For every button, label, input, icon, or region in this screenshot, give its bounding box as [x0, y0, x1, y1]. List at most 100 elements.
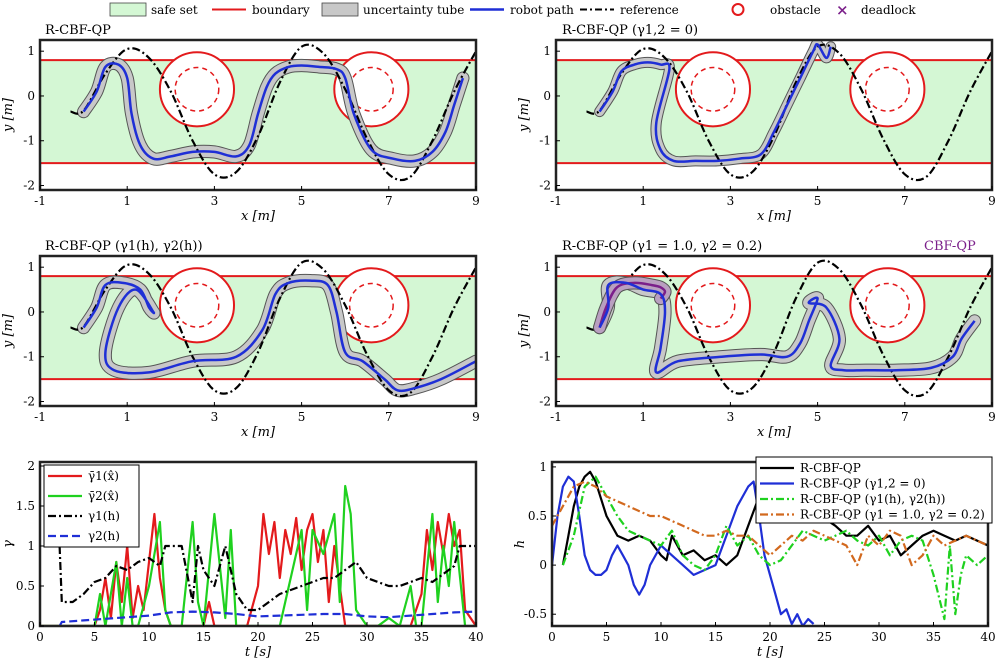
gamma-ytick-label: 1 [27, 539, 35, 553]
traj-1-obstacle-inner [174, 66, 220, 112]
h-series-1 [561, 470, 988, 567]
traj-3-ytick-label: 0 [27, 305, 35, 319]
traj-2-frame [554, 38, 994, 192]
legend-deadlock-label: deadlock [861, 3, 916, 17]
traj-2-xtick-label: 1 [639, 194, 647, 208]
gamma-ytick-label: 2 [27, 459, 35, 473]
traj-3-xtick-label: 1 [123, 410, 131, 424]
traj-3-ytick-label: -1 [23, 350, 35, 364]
traj-3-obstacle-inner [348, 282, 394, 328]
h-ytick-label: 0 [539, 558, 547, 572]
gamma-xtick-label: 20 [250, 630, 265, 644]
legend-uncertainty-tube-label: uncertainty tube [363, 3, 464, 17]
traj-3-obstacle [158, 267, 236, 344]
gamma-legend-label-2: γ̄2(x̂) [88, 489, 119, 503]
h-xtick-label: 10 [653, 630, 668, 644]
traj-2-obstacle-inner [690, 66, 736, 112]
traj-4-obstacle [674, 267, 752, 344]
h-xtick-label: 40 [980, 630, 995, 644]
traj-3-xtick-label: -1 [34, 410, 46, 424]
traj-2-xtick-label: 3 [727, 194, 735, 208]
traj-1-xtick-label: 7 [385, 194, 393, 208]
h-xtick-label: 35 [926, 630, 941, 644]
gamma-ytick-label: 0 [27, 619, 35, 633]
traj-2-ytick-label: -1 [539, 134, 551, 148]
h-xlabel: t [s] [757, 645, 784, 660]
traj-3-ytick-label: 1 [27, 260, 35, 274]
traj-4-xtick-label: 1 [639, 410, 647, 424]
traj-3-xtick-label: 9 [472, 410, 480, 424]
traj-2-xlabel: x [m] [757, 209, 792, 224]
traj-1-robot-path [82, 62, 465, 163]
h-xtick-label: 30 [871, 630, 886, 644]
legend-boundary-label: boundary [252, 3, 310, 17]
traj-4-xtick-label: -1 [550, 410, 562, 424]
traj-2-ylabel: y [m] [517, 97, 532, 133]
traj-3-xlabel: x [m] [241, 425, 276, 440]
traj-4-xtick-label: 3 [727, 410, 735, 424]
h-legend-label-3: R-CBF-QP (γ1(h), γ2(h)) [800, 492, 945, 506]
gamma-axes: 0 5 10 15 20 25 30 35 40 0 0.5 1 1.5 2 t [s] γ [1, 459, 484, 660]
traj-2-xtick-label: -1 [550, 194, 562, 208]
traj-1-ylabel: y [m] [1, 97, 16, 133]
traj-1-frame [38, 38, 478, 192]
traj-2-xtick-label: 7 [901, 194, 909, 208]
traj-1-xtick-label: 9 [472, 194, 480, 208]
h-legend-label-4: R-CBF-QP (γ1 = 1.0, γ2 = 0.2) [800, 508, 985, 522]
traj-2-ytick-label: 0 [543, 89, 551, 103]
h-xtick-label: 0 [548, 630, 556, 644]
traj-4-ytick-label: 0 [543, 305, 551, 319]
legend-reference-label: reference [620, 3, 679, 17]
panel-3-title: R-CBF-QP (γ1(h), γ2(h)) [45, 239, 203, 254]
traj-2-xtick-label: 9 [988, 194, 996, 208]
traj-4-robot-path [598, 280, 976, 374]
traj-4-obstacle-inner [864, 282, 910, 328]
gamma-series-4 [58, 610, 476, 626]
traj-3-frame [38, 254, 478, 408]
gamma-xtick-label: 30 [359, 630, 374, 644]
legend-robot-path-label: robot path [510, 3, 574, 17]
gamma-xtick-label: 5 [91, 630, 99, 644]
gamma-xtick-label: 25 [305, 630, 320, 644]
gamma-legend-box [43, 464, 140, 548]
h-ylabel: h [513, 540, 528, 548]
traj-1-ytick-label: -1 [23, 134, 35, 148]
traj-4-xtick-label: 5 [814, 410, 822, 424]
h-ytick-label: 1 [539, 460, 547, 474]
legend-uncertainty-tube: uncertainty tube [321, 2, 464, 17]
h-xtick-label: 5 [603, 630, 611, 644]
traj-4-obstacle-inner [690, 282, 736, 328]
traj-2-robot-path [598, 42, 832, 163]
traj-1-ytick-label: 0 [27, 89, 35, 103]
gamma-legend: γ̄1(x̂) γ̄2(x̂) γ1(h) γ2(h) [43, 464, 140, 548]
traj-2-ytick-label: 1 [543, 44, 551, 58]
gamma-ylabel: γ [1, 540, 16, 548]
legend-safe-set: safe set [109, 2, 198, 17]
h-legend-label-2: R-CBF-QP (γ1,2 = 0) [800, 477, 926, 491]
traj-4-ytick-label: -1 [539, 350, 551, 364]
legend-boundary: boundary [212, 3, 310, 17]
traj-1-xtick-label: 5 [298, 194, 306, 208]
traj-1-xtick-label: 3 [211, 194, 219, 208]
traj-2-ytick-label: -2 [539, 179, 551, 193]
traj-1-xtick-label: 1 [123, 194, 131, 208]
traj-1-ytick-label: -2 [23, 179, 35, 193]
traj-2-obstacle [674, 51, 752, 128]
traj-1-plot [40, 43, 476, 182]
traj-1-obstacle-inner [348, 66, 394, 112]
traj-4-xlabel: x [m] [757, 425, 792, 440]
h-xtick-label: 15 [708, 630, 723, 644]
gamma-xtick-label: 15 [196, 630, 211, 644]
traj-4-ylabel: y [m] [517, 313, 532, 349]
traj-4-xtick-label: 7 [901, 410, 909, 424]
h-series-4 [552, 480, 988, 567]
traj-3-reference [70, 259, 476, 398]
traj-3-obstacle-inner [174, 282, 220, 328]
h-legend-label-1: R-CBF-QP [800, 461, 861, 475]
gamma-xtick-label: 0 [36, 630, 44, 644]
traj-1-obstacle [158, 51, 236, 128]
panel-4-title: R-CBF-QP (γ1 = 1.0, γ2 = 0.2) [562, 239, 762, 254]
legend-deadlock: × deadlock [836, 1, 916, 19]
